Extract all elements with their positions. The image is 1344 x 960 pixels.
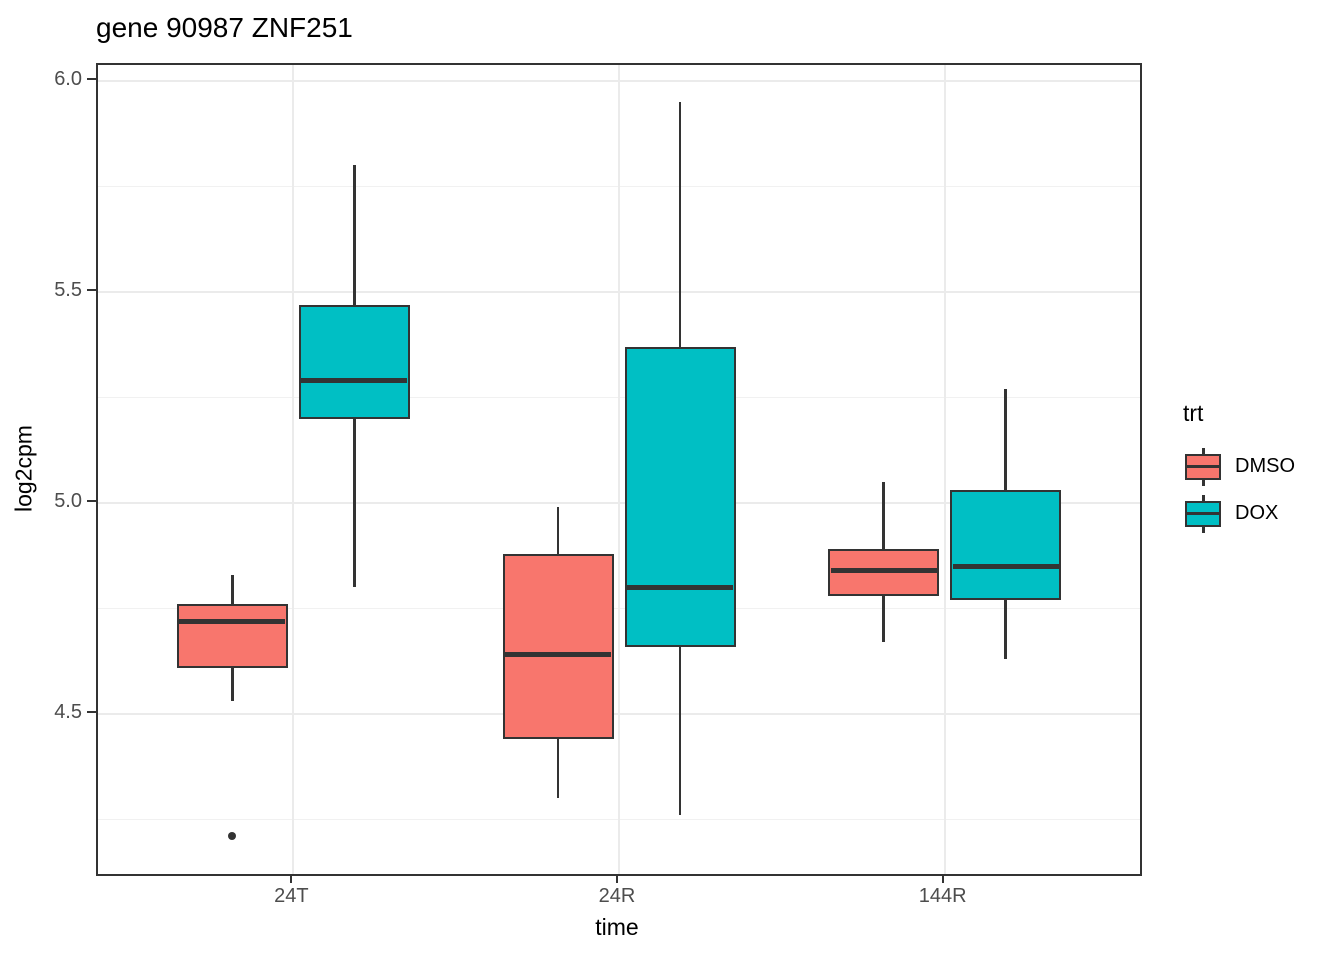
x-axis-tick bbox=[941, 874, 944, 883]
boxplot-24R-DMSO-box bbox=[502, 553, 614, 740]
boxplot-24R-DMSO-upper-whisker bbox=[556, 507, 560, 554]
boxplot-24R-DOX-median bbox=[627, 584, 733, 590]
major-gridline-vertical bbox=[943, 65, 946, 874]
boxplot-24R-DOX-upper-whisker bbox=[678, 102, 682, 347]
y-tick-label: 5.0 bbox=[54, 490, 82, 513]
legend-label-dmso: DMSO bbox=[1235, 455, 1295, 477]
boxplot-24R-DOX-box bbox=[624, 346, 736, 647]
legend-title: trt bbox=[1183, 400, 1204, 426]
x-axis-tick bbox=[290, 874, 293, 883]
boxplot-24T-DOX-median bbox=[301, 378, 408, 384]
boxplot-144R-DMSO-upper-whisker bbox=[882, 481, 885, 550]
boxplot-24R-DMSO-lower-whisker bbox=[556, 739, 560, 799]
boxplot-24T-DMSO-box bbox=[176, 604, 288, 668]
chart-title: gene 90987 ZNF251 bbox=[96, 12, 353, 43]
legend-entry-dmso: DMSO bbox=[1183, 443, 1295, 490]
boxplot-144R-DOX-upper-whisker bbox=[1004, 389, 1007, 491]
boxplot-key-icon bbox=[1183, 492, 1223, 536]
y-axis-title: log2cpm bbox=[10, 425, 37, 512]
y-tick-label: 5.5 bbox=[54, 279, 82, 302]
x-tick-label: 24T bbox=[274, 885, 309, 907]
major-gridline-vertical bbox=[292, 65, 295, 874]
boxplot-24R-DMSO-median bbox=[505, 652, 611, 658]
x-tick-label: 24R bbox=[598, 885, 636, 907]
key-median-line bbox=[1187, 465, 1219, 468]
y-tick-label: 4.5 bbox=[54, 701, 82, 724]
boxplot-144R-DOX-median bbox=[952, 563, 1059, 569]
x-axis-tick bbox=[616, 874, 618, 883]
boxplot-24T-DOX-box bbox=[298, 304, 410, 419]
boxplot-144R-DOX-box bbox=[950, 490, 1062, 601]
boxplot-24T-DMSO-median bbox=[179, 618, 286, 624]
y-tick-label: 6.0 bbox=[54, 68, 82, 91]
boxplot-144R-DOX-lower-whisker bbox=[1004, 600, 1007, 660]
key-median-line bbox=[1187, 512, 1219, 515]
boxplot-144R-DMSO-lower-whisker bbox=[882, 595, 885, 643]
legend: trt DMSO DOX bbox=[1183, 400, 1295, 537]
boxplot-144R-DMSO-median bbox=[830, 568, 937, 574]
x-axis-title: time bbox=[595, 914, 639, 940]
y-axis-tick bbox=[87, 289, 96, 292]
y-axis-tick bbox=[87, 500, 96, 503]
boxplot-24T-DOX-lower-whisker bbox=[353, 418, 356, 588]
boxplot-24T-DMSO-outlier bbox=[228, 832, 237, 841]
major-gridline-vertical bbox=[618, 65, 620, 874]
legend-entry-dox: DOX bbox=[1183, 490, 1295, 537]
key-box-dmso bbox=[1185, 453, 1221, 480]
boxplot-24T-DMSO-upper-whisker bbox=[231, 574, 234, 605]
plot-panel bbox=[96, 63, 1142, 876]
boxplot-24R-DOX-lower-whisker bbox=[678, 646, 682, 816]
boxplot-24T-DOX-upper-whisker bbox=[353, 165, 356, 305]
x-tick-label: 144R bbox=[918, 885, 967, 907]
boxplot-24T-DMSO-lower-whisker bbox=[231, 667, 234, 702]
y-axis-tick bbox=[87, 78, 96, 81]
boxplot-key-icon bbox=[1183, 445, 1223, 489]
legend-label-dox: DOX bbox=[1235, 502, 1279, 524]
y-axis-tick bbox=[87, 711, 96, 714]
key-box-dox bbox=[1185, 500, 1221, 527]
